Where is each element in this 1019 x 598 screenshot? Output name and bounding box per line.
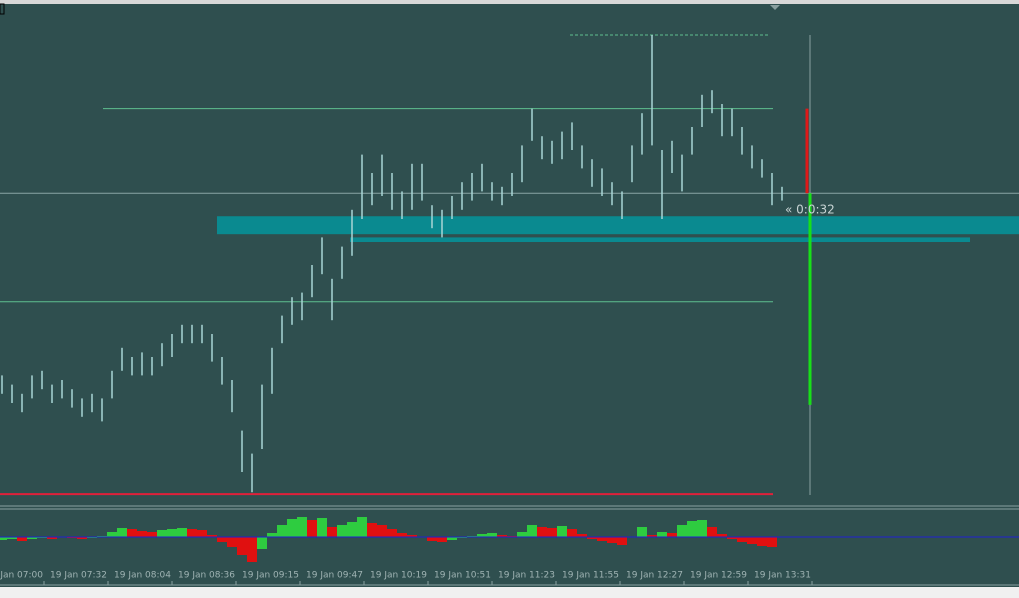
oscillator-bar [657, 532, 667, 537]
oscillator-bar [577, 534, 587, 537]
oscillator-bar [677, 525, 687, 537]
oscillator-bar [127, 529, 137, 537]
x-tick-label: 19 Jan 07:00 [0, 571, 43, 581]
oscillator-bar [397, 533, 407, 537]
x-tick-label: 19 Jan 07:32 [50, 571, 107, 581]
oscillator-bar [487, 533, 497, 537]
oscillator-bar [667, 533, 677, 537]
oscillator-bar [47, 537, 57, 539]
zone [217, 216, 1019, 235]
oscillator-bar [247, 537, 257, 562]
oscillator-bar [227, 537, 237, 547]
zone [350, 237, 970, 242]
x-tick-label: 19 Jan 08:04 [114, 571, 171, 581]
scroll-marker[interactable] [770, 5, 780, 10]
oscillator-bar [0, 537, 7, 540]
oscillator-bar [117, 528, 127, 537]
oscillator-bar [477, 534, 487, 537]
oscillator-bar [357, 517, 367, 537]
x-tick-label: 19 Jan 13:31 [754, 571, 811, 581]
oscillator-bar [337, 525, 347, 537]
oscillator-bar [267, 533, 277, 537]
oscillator-bar [717, 534, 727, 537]
oscillator-bar [197, 530, 207, 537]
oscillator-bar [527, 525, 537, 537]
x-tick-label: 19 Jan 09:15 [242, 571, 299, 581]
oscillator-bar [697, 520, 707, 537]
corner-box [0, 3, 5, 15]
oscillator-bar [757, 537, 767, 546]
oscillator-bar [167, 529, 177, 537]
oscillator-bar [647, 535, 657, 537]
oscillator-bar [217, 537, 227, 542]
oscillator-bar [557, 526, 567, 537]
oscillator-bar [727, 537, 737, 539]
oscillator-bar [547, 528, 557, 537]
oscillator-bar [157, 530, 167, 537]
x-tick-label: 19 Jan 12:27 [626, 571, 683, 581]
oscillator-bar [207, 535, 217, 537]
oscillator-bar [607, 537, 617, 543]
oscillator-bar [277, 525, 287, 537]
oscillator-bar [177, 528, 187, 537]
oscillator-bar [597, 537, 607, 541]
oscillator-bar [747, 537, 757, 544]
oscillator-bar [147, 532, 157, 537]
oscillator-bar [567, 529, 577, 537]
x-tick-label: 19 Jan 10:51 [434, 571, 491, 581]
x-tick-label: 19 Jan 11:55 [562, 571, 619, 581]
oscillator-bar [307, 520, 317, 537]
oscillator-bar [327, 527, 337, 537]
oscillator-bar [137, 531, 147, 537]
oscillator-bar [437, 537, 447, 542]
status-bar [0, 587, 1019, 598]
oscillator-bar [587, 537, 597, 539]
oscillator-bar [637, 527, 647, 537]
oscillator-bar [427, 537, 437, 541]
oscillator-bar [407, 535, 417, 537]
oscillator-bar [447, 537, 457, 540]
x-tick-label: 19 Jan 08:36 [178, 571, 235, 581]
oscillator-bar [617, 537, 627, 545]
oscillator-bar [687, 521, 697, 537]
countdown: « 0:0:32 [785, 203, 835, 217]
x-tick-label: 19 Jan 10:19 [370, 571, 427, 581]
oscillator-bar [707, 527, 717, 537]
oscillator-bar [767, 537, 777, 547]
oscillator-bar [107, 532, 117, 537]
oscillator-bar [237, 537, 247, 555]
oscillator-bar [287, 519, 297, 537]
x-tick-label: 19 Jan 12:59 [690, 571, 747, 581]
oscillator-bar [367, 523, 377, 537]
oscillator-bar [387, 529, 397, 537]
x-tick-label: 19 Jan 09:47 [306, 571, 363, 581]
oscillator-bar [27, 537, 37, 539]
oscillator-bar [317, 518, 327, 537]
oscillator-bar [17, 537, 27, 541]
oscillator-bar [347, 522, 357, 537]
oscillator-bar [297, 517, 307, 537]
top-border [0, 0, 1019, 4]
oscillator-bar [257, 537, 267, 549]
oscillator-bar [737, 537, 747, 542]
oscillator-bar [537, 527, 547, 537]
oscillator-bar [517, 532, 527, 537]
oscillator-bar [7, 537, 17, 539]
oscillator-bar [77, 537, 87, 539]
oscillator-bar [187, 529, 197, 537]
oscillator-bar [497, 535, 507, 537]
x-tick-label: 19 Jan 11:23 [498, 571, 555, 581]
oscillator-bar [377, 525, 387, 537]
